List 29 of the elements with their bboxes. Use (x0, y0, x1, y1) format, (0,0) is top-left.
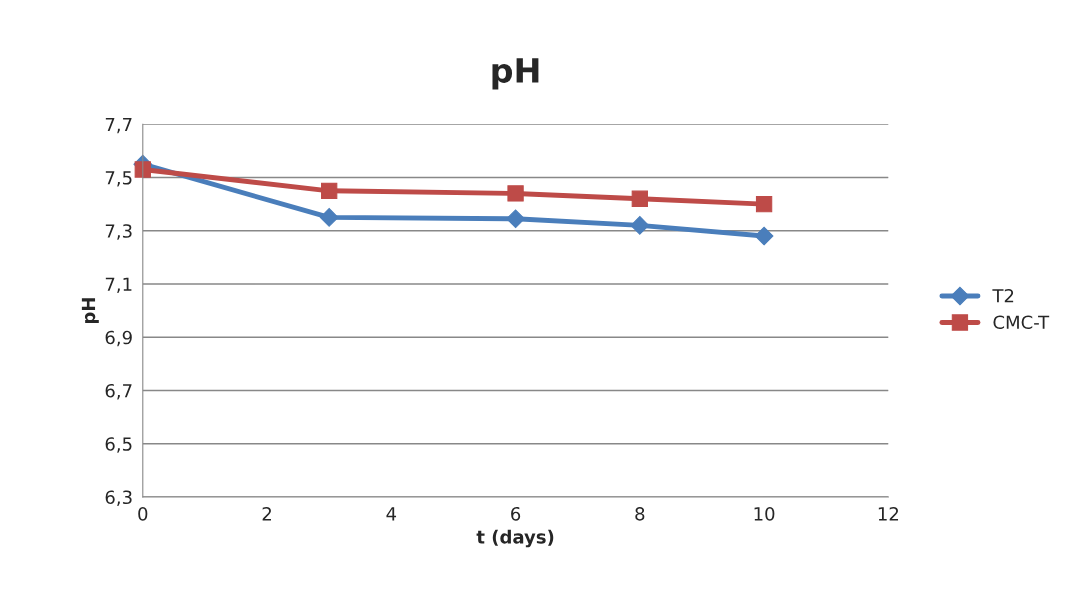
y-tick-label: 6,7 (105, 383, 132, 400)
x-tick-label: 12 (878, 506, 899, 521)
y-tick-label: 7,5 (105, 171, 132, 187)
y-tick-label: 7,7 (105, 117, 132, 134)
y-tick-label: 6,3 (105, 490, 132, 506)
y-tick-label: 6,5 (105, 437, 132, 453)
point (506, 209, 525, 229)
point (321, 182, 338, 199)
x-axis-title: t (days) (476, 529, 554, 548)
x-tick-label: 6 (511, 506, 521, 521)
point (755, 195, 773, 213)
y-tick-label: 7,1 (105, 277, 132, 293)
point (319, 208, 339, 227)
point (134, 161, 151, 178)
point (754, 226, 774, 246)
x-tick-label: 2 (262, 506, 271, 521)
legend-label: CMC-T (993, 315, 1050, 330)
chart-title: pH (492, 58, 539, 90)
y-tick-label: 6,9 (105, 330, 132, 347)
x-tick-label: 4 (386, 507, 397, 521)
point (630, 216, 650, 235)
point (631, 190, 648, 207)
x-tick-label: 8 (635, 506, 645, 521)
y-axis-title: pH (81, 298, 99, 324)
x-tick-label: 0 (138, 506, 148, 521)
x-tick-label: 10 (754, 506, 775, 521)
point (507, 185, 524, 202)
y-tick-label: 7,3 (105, 224, 132, 240)
legend-label: T2 (992, 288, 1014, 303)
